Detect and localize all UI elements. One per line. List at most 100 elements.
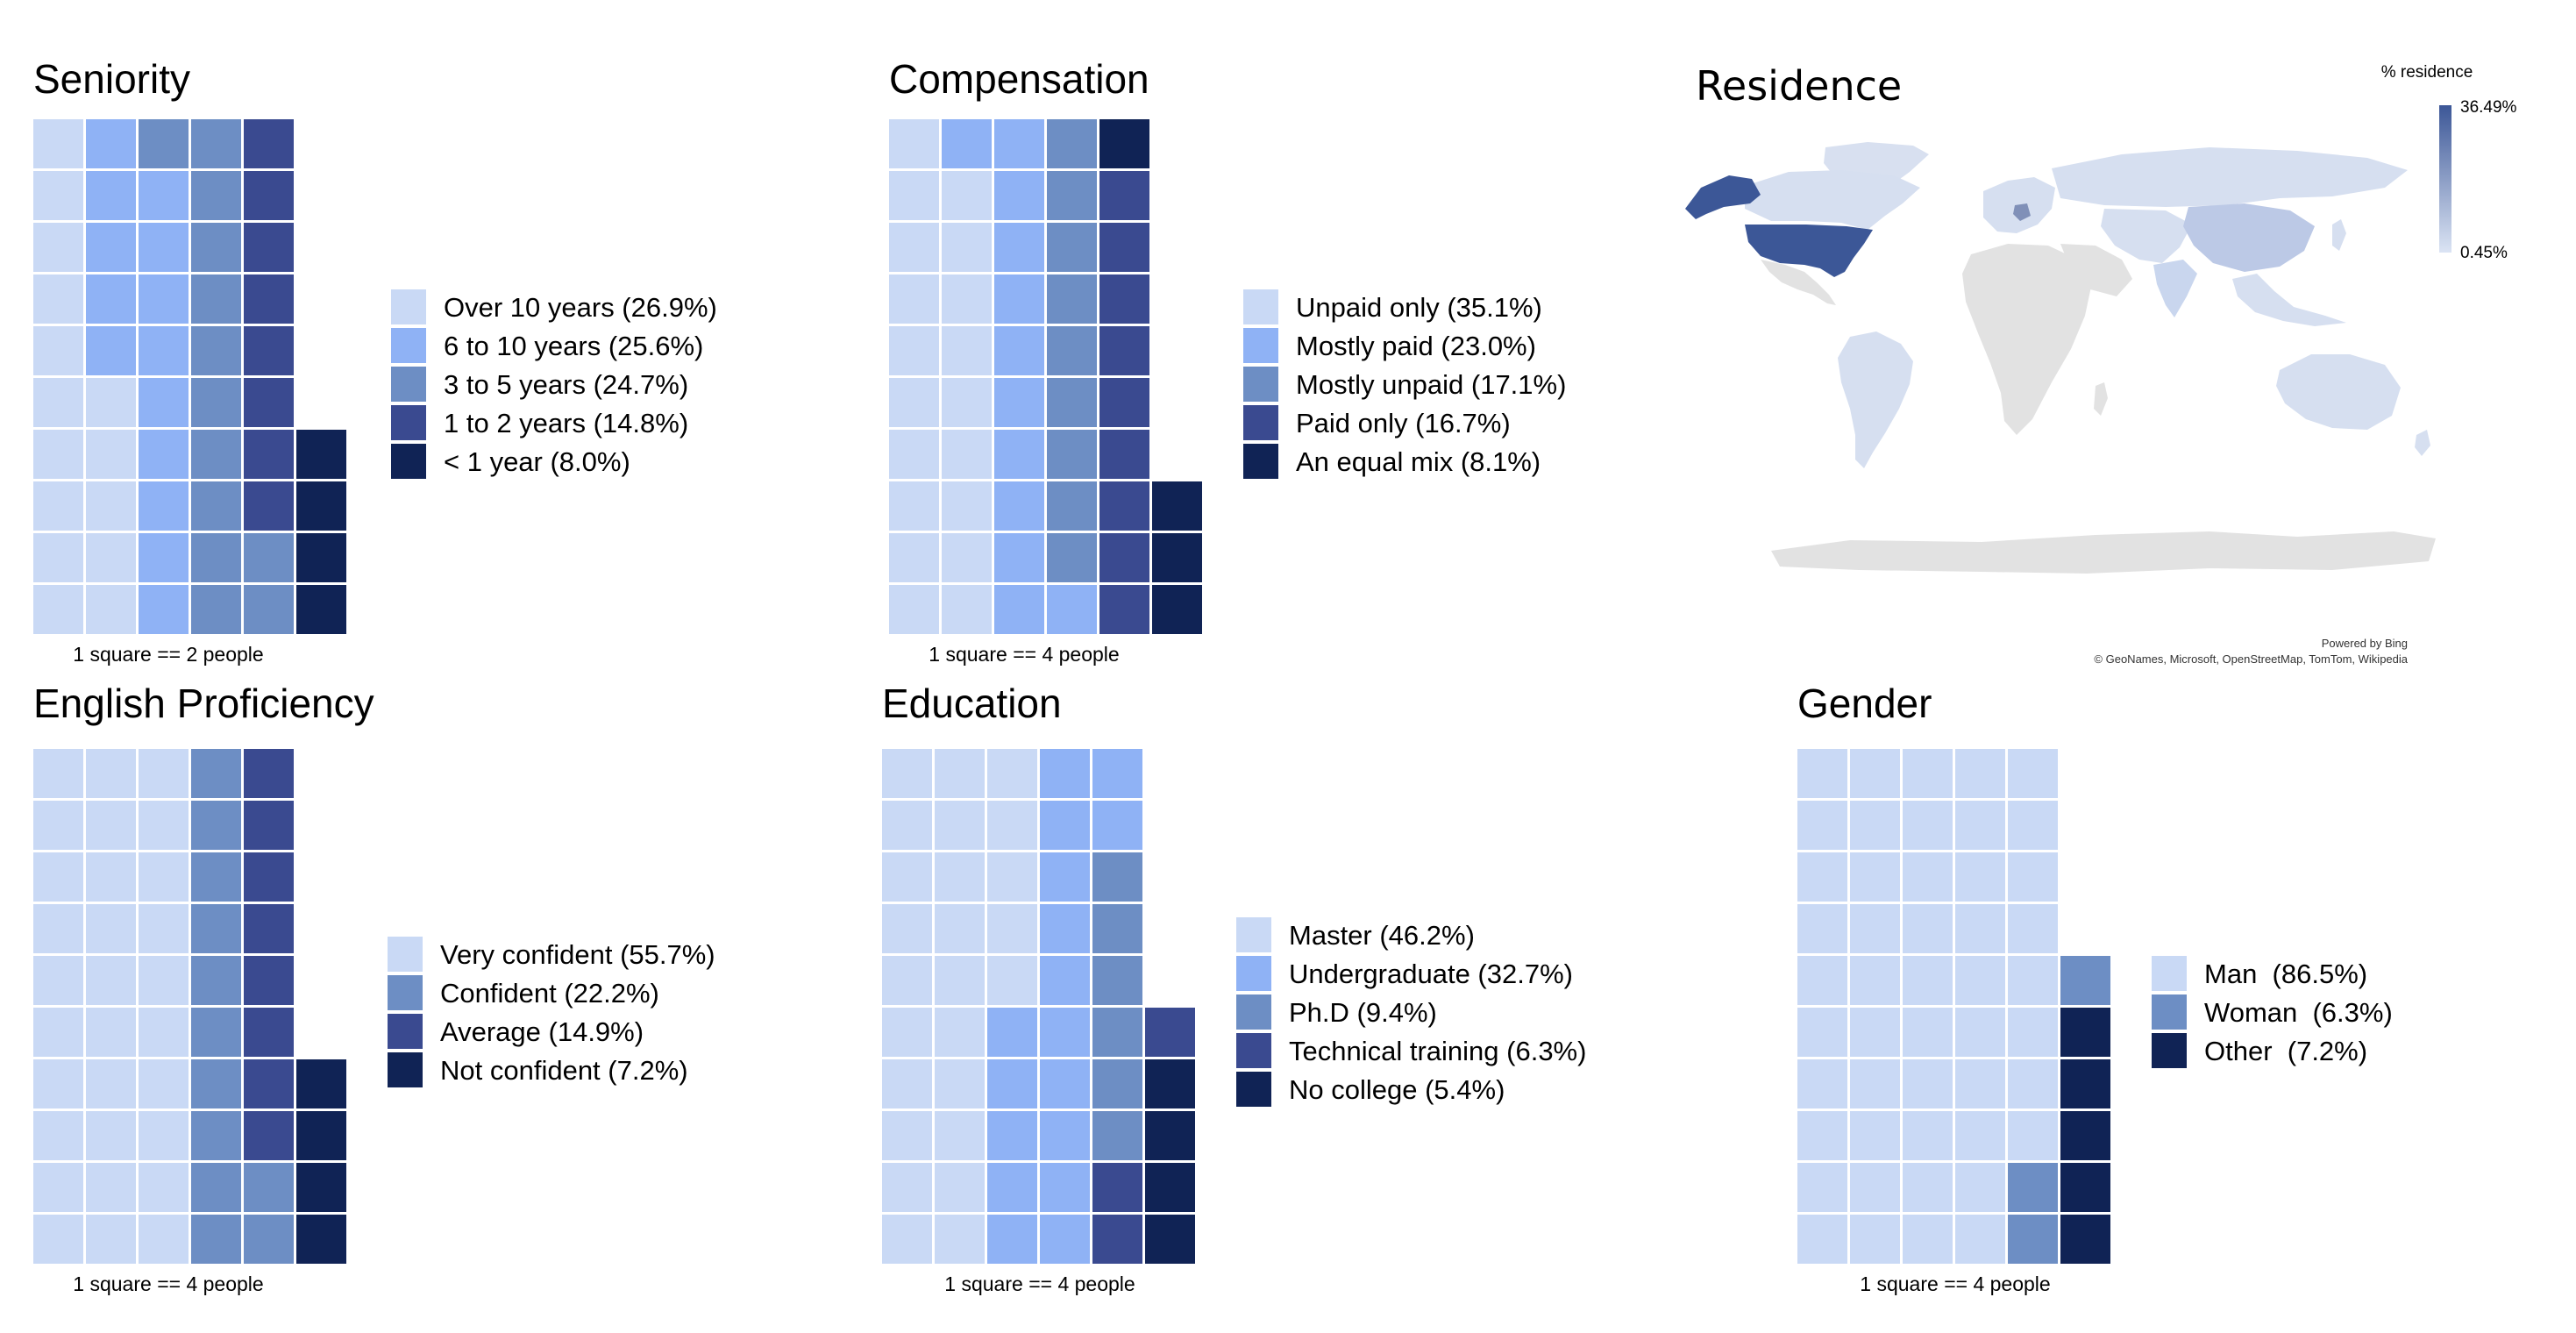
english-waffle xyxy=(33,749,346,1264)
education-waffle-square xyxy=(1092,852,1142,902)
seniority-waffle-square xyxy=(244,223,294,272)
compensation-waffle-square xyxy=(889,533,939,582)
education-legend: Master (46.2%) Undergraduate (32.7%) Ph.D … xyxy=(1236,917,1586,1107)
education-panel: Education 1 square == 4 people Master (4… xyxy=(882,681,1586,1295)
education-waffle-square xyxy=(935,1163,985,1212)
compensation-waffle-square xyxy=(1047,171,1097,220)
english-legend: Very confident (55.7%) Confident (22.2%) A… xyxy=(388,937,715,1087)
gender-waffle-square xyxy=(2008,852,2058,902)
compensation-legend-swatch xyxy=(1243,444,1278,479)
gender-waffle-square xyxy=(2060,1059,2110,1108)
english-waffle-square xyxy=(86,852,136,902)
compensation-waffle-square xyxy=(889,223,939,272)
gender-caption: 1 square == 4 people xyxy=(1860,1272,2050,1295)
education-waffle-square xyxy=(882,852,932,902)
gender-waffle-square xyxy=(2008,1008,2058,1057)
gender-waffle-square xyxy=(2008,904,2058,953)
seniority-waffle-square xyxy=(86,378,136,427)
education-waffle-square xyxy=(987,852,1037,902)
compensation-caption: 1 square == 4 people xyxy=(929,643,1119,666)
world-map xyxy=(1685,142,2436,574)
gender-waffle-square xyxy=(1797,852,1847,902)
seniority-waffle-square xyxy=(191,481,241,531)
compensation-waffle-square xyxy=(942,585,992,634)
map-region-russia xyxy=(2052,147,2408,207)
compensation-waffle-square xyxy=(889,171,939,220)
compensation-waffle-square xyxy=(1047,223,1097,272)
gender-legend-swatch xyxy=(2152,1033,2187,1068)
map-region-japan xyxy=(2332,219,2346,251)
education-caption: 1 square == 4 people xyxy=(944,1272,1135,1295)
english-waffle-square xyxy=(191,1163,241,1212)
education-legend-swatch xyxy=(1236,1033,1271,1068)
seniority-waffle-square xyxy=(33,119,83,168)
map-region-usa xyxy=(1745,225,1873,277)
map-credit-powered: Powered by Bing xyxy=(2322,637,2408,650)
gender-waffle-square xyxy=(1797,956,1847,1005)
seniority-waffle-square xyxy=(191,533,241,582)
compensation-legend-label: Paid only (16.7%) xyxy=(1296,408,1511,438)
english-waffle-square xyxy=(191,1111,241,1160)
compensation-waffle-square xyxy=(994,326,1044,375)
compensation-waffle-square xyxy=(1047,274,1097,324)
english-waffle-square xyxy=(86,1111,136,1160)
gender-waffle-square xyxy=(1850,1059,1900,1108)
gender-waffle-square xyxy=(1797,1059,1847,1108)
english-waffle-square xyxy=(139,1111,189,1160)
education-legend-swatch xyxy=(1236,956,1271,991)
gender-waffle-square xyxy=(1797,749,1847,798)
education-waffle-square xyxy=(1040,904,1090,953)
english-waffle-square xyxy=(191,956,241,1005)
english-waffle-square xyxy=(86,1059,136,1108)
education-waffle-square xyxy=(882,1163,932,1212)
seniority-legend-label: Over 10 years (26.9%) xyxy=(444,292,717,323)
education-waffle-square xyxy=(1145,1111,1195,1160)
english-waffle-square xyxy=(33,956,83,1005)
gender-waffle-square xyxy=(1955,956,2005,1005)
gender-waffle-square xyxy=(1955,852,2005,902)
seniority-waffle-square xyxy=(191,119,241,168)
gender-legend-label: Man (86.5%) xyxy=(2204,959,2367,989)
education-waffle-square xyxy=(1092,1008,1142,1057)
education-legend-label: Technical training (6.3%) xyxy=(1289,1036,1586,1066)
seniority-waffle-square xyxy=(86,119,136,168)
seniority-waffle-square xyxy=(191,274,241,324)
education-waffle-square xyxy=(935,1215,985,1264)
education-legend-label: Master (46.2%) xyxy=(1289,920,1475,951)
english-waffle-square xyxy=(191,852,241,902)
map-credit-sources: © GeoNames, Microsoft, OpenStreetMap, To… xyxy=(2094,652,2408,666)
english-caption: 1 square == 4 people xyxy=(73,1272,263,1295)
education-waffle-square xyxy=(882,749,932,798)
education-waffle-square xyxy=(935,749,985,798)
gender-waffle-square xyxy=(1903,749,1953,798)
education-waffle-square xyxy=(1040,749,1090,798)
english-waffle-square xyxy=(33,1059,83,1108)
english-waffle-square xyxy=(139,1215,189,1264)
education-waffle-square xyxy=(987,1008,1037,1057)
gender-waffle-square xyxy=(1955,1111,2005,1160)
gender-waffle-square xyxy=(1850,1163,1900,1212)
compensation-waffle-square xyxy=(1099,326,1149,375)
education-waffle-square xyxy=(882,1008,932,1057)
compensation-waffle-square xyxy=(994,171,1044,220)
gender-waffle-square xyxy=(2008,1059,2058,1108)
seniority-waffle-square xyxy=(191,171,241,220)
seniority-waffle-square xyxy=(33,378,83,427)
seniority-waffle-square xyxy=(33,171,83,220)
english-legend-label: Confident (22.2%) xyxy=(440,978,659,1009)
compensation-legend-label: Mostly unpaid (17.1%) xyxy=(1296,369,1566,400)
compensation-waffle-square xyxy=(942,533,992,582)
map-region-middle-east xyxy=(2060,244,2132,296)
compensation-waffle-square xyxy=(1047,533,1097,582)
compensation-waffle-square xyxy=(994,378,1044,427)
compensation-waffle-square xyxy=(942,119,992,168)
compensation-legend-swatch xyxy=(1243,289,1278,324)
gender-waffle-square xyxy=(1903,1111,1953,1160)
seniority-waffle-square xyxy=(191,585,241,634)
map-region-canada xyxy=(1745,170,1920,230)
education-waffle-square xyxy=(1092,1215,1142,1264)
compensation-waffle-square xyxy=(889,274,939,324)
gender-waffle-square xyxy=(2060,956,2110,1005)
seniority-waffle-square xyxy=(139,223,189,272)
